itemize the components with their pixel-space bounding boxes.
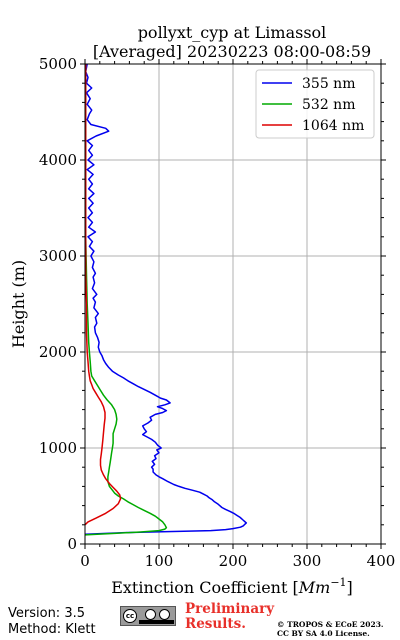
chart-subtitle: [Averaged] 20230223 08:00-08:59 xyxy=(93,42,371,61)
x-tick-label: 300 xyxy=(293,552,322,570)
x-axis-label-exponent: −1 xyxy=(330,576,346,589)
copyright-line-1: © TROPOS & ECoE 2023. xyxy=(277,620,384,629)
cc-license-badge: cc xyxy=(120,606,176,626)
cc-icon: cc xyxy=(123,609,137,623)
cc-badge-strip xyxy=(139,620,174,624)
x-axis-label-end: ] xyxy=(347,578,353,597)
version-info: Version: 3.5 Method: Klett xyxy=(8,606,96,638)
cc-sa-icon xyxy=(159,609,170,620)
series-layer xyxy=(85,64,248,536)
x-tick-label: 100 xyxy=(145,552,174,570)
x-tick-label: 200 xyxy=(219,552,248,570)
series-line-532-nm xyxy=(85,64,168,536)
y-axis-label: Height (m) xyxy=(9,260,28,348)
y-tick-label: 2000 xyxy=(39,343,77,361)
y-tick-label: 5000 xyxy=(39,55,77,73)
cc-by-icon xyxy=(145,609,156,620)
series-line-1064-nm xyxy=(85,64,122,526)
x-tick-label: 0 xyxy=(80,552,90,570)
chart-title: pollyxt_cyp at Limassol xyxy=(138,23,327,42)
x-axis-label: Extinction Coefficient [Mm−1] xyxy=(111,576,353,597)
version-text: Version: 3.5 xyxy=(8,606,85,621)
x-axis-label-unit: Mm xyxy=(298,578,331,597)
copyright-note: © TROPOS & ECoE 2023. CC BY SA 4.0 Licen… xyxy=(277,620,384,638)
y-tick-label: 3000 xyxy=(39,247,77,265)
x-axis-label-text: Extinction Coefficient [ xyxy=(111,578,299,597)
series-line-355-nm xyxy=(85,64,248,536)
preliminary-results-note: Preliminary Results. xyxy=(185,602,274,632)
legend-box xyxy=(255,69,375,139)
legend-label: 1064 nm xyxy=(302,118,364,134)
legend: 355 nm 532 nm 1064 nm xyxy=(255,69,375,139)
y-tick-label: 1000 xyxy=(39,439,77,457)
y-tick-label: 0 xyxy=(67,535,77,553)
preliminary-line-2: Results. xyxy=(185,616,246,632)
preliminary-line-1: Preliminary xyxy=(185,601,275,617)
method-text: Method: Klett xyxy=(8,622,96,637)
y-tick-label: 4000 xyxy=(39,151,77,169)
x-tick-label: 400 xyxy=(367,552,396,570)
legend-label: 532 nm xyxy=(302,97,355,113)
copyright-line-2: CC BY SA 4.0 License. xyxy=(277,629,370,638)
legend-label: 355 nm xyxy=(302,76,355,92)
